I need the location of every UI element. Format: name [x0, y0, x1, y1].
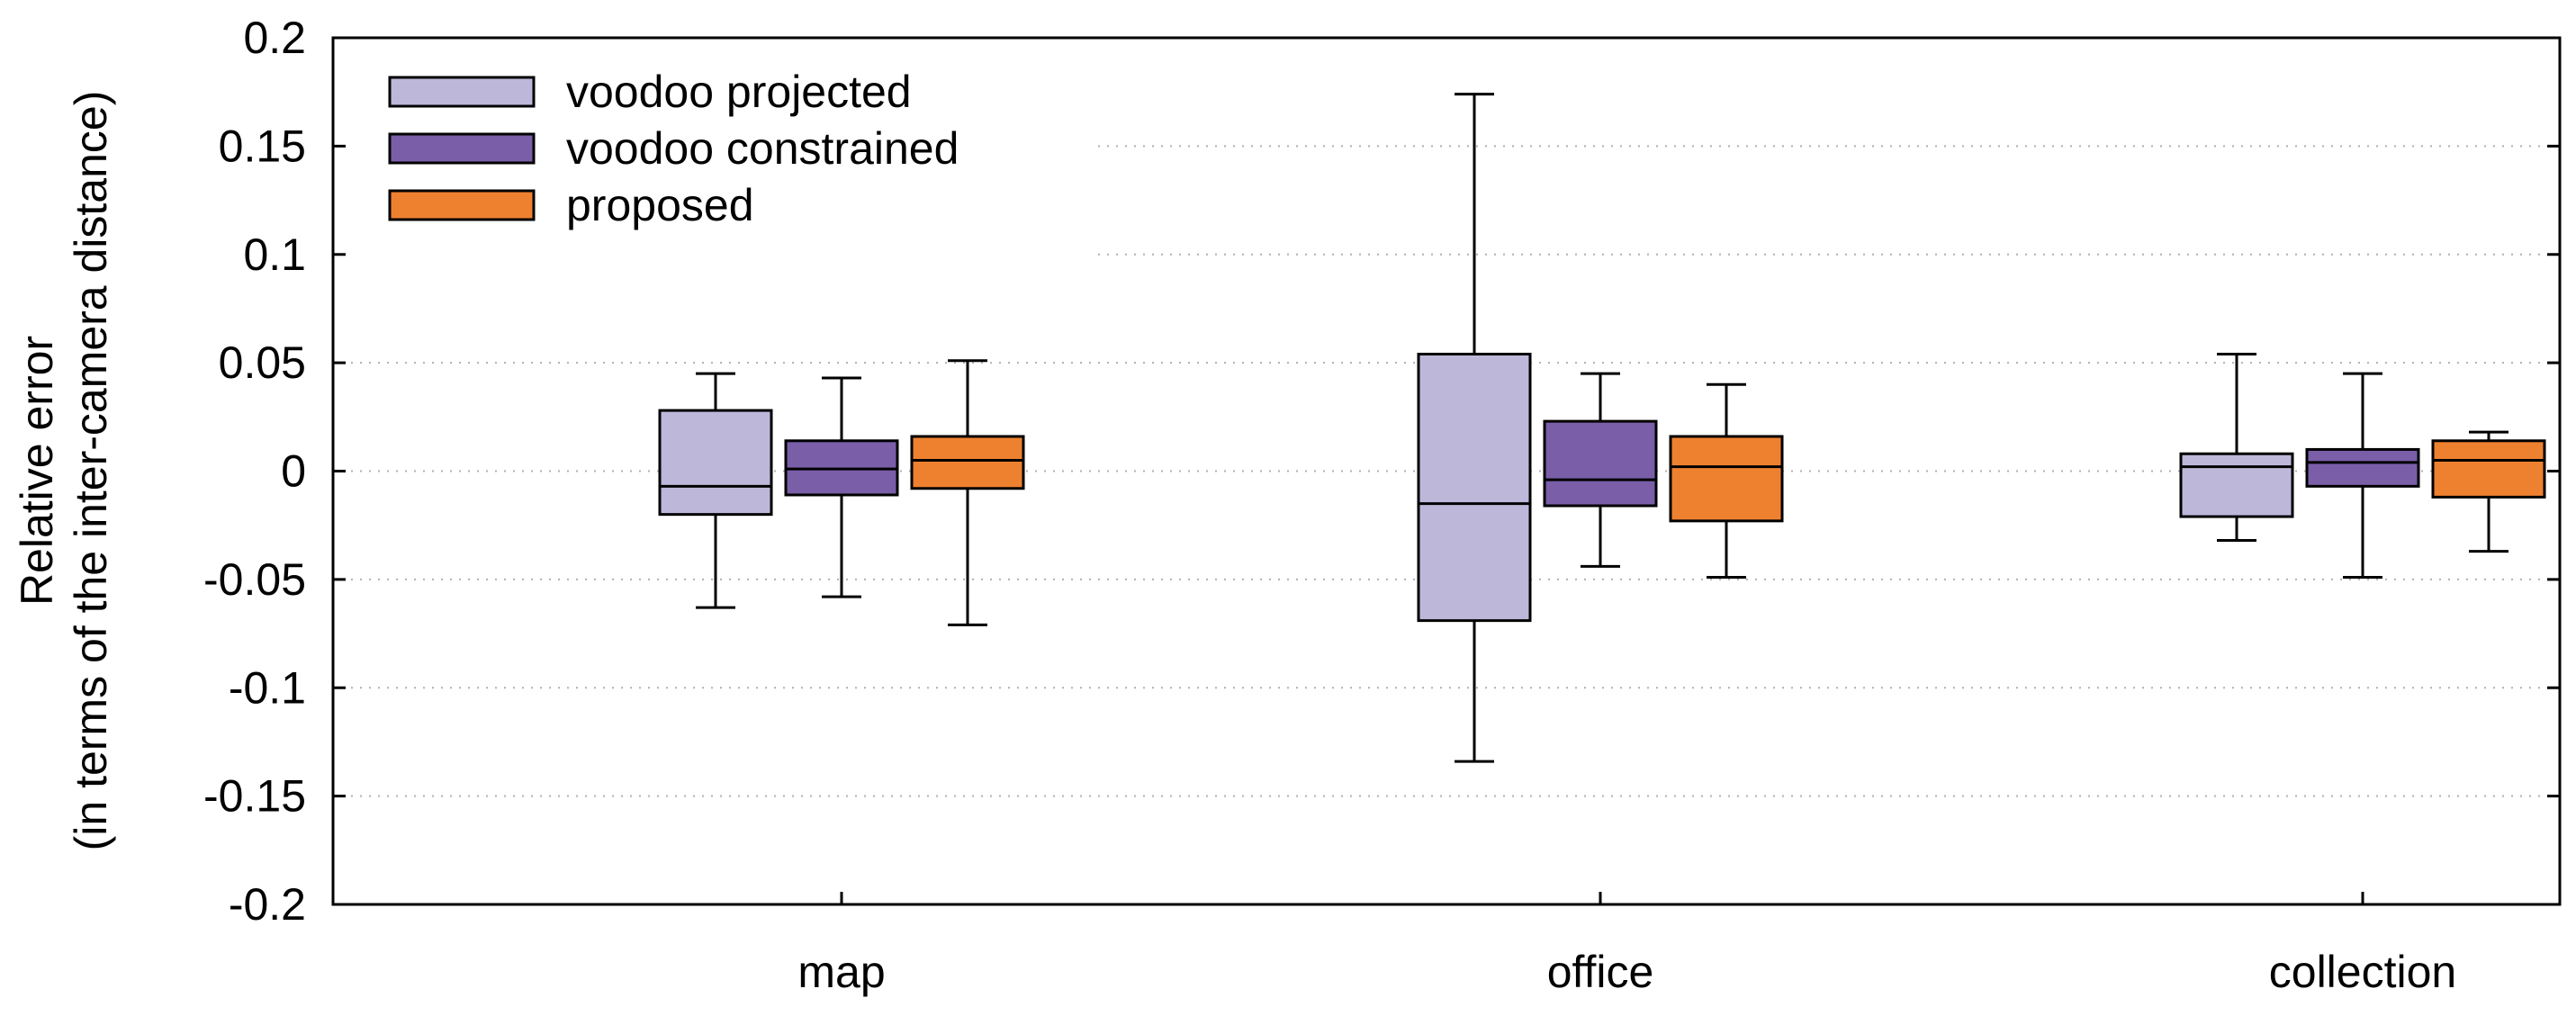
legend-item: voodoo constrained	[388, 123, 959, 174]
legend-swatch	[388, 189, 536, 221]
legend: voodoo projected voodoo constrained propos…	[388, 67, 959, 230]
legend-swatch	[388, 132, 536, 165]
x-axis-ticks: map office collection	[797, 892, 2456, 997]
y-tick-label: -0.15	[203, 771, 306, 822]
legend-label: proposed	[566, 180, 754, 230]
legend-swatch	[388, 76, 536, 108]
box-plot-series	[658, 93, 2546, 763]
box-body	[1669, 435, 1784, 523]
legend-label: voodoo constrained	[566, 123, 959, 174]
box-body	[2179, 452, 2294, 518]
box-collection-2	[2431, 430, 2546, 553]
box-body	[1543, 419, 1658, 508]
box-body	[1417, 352, 1532, 623]
legend-item: voodoo projected	[388, 67, 912, 117]
y-axis-title-line1: Relative error	[12, 336, 62, 606]
y-tick-label: 0	[281, 446, 306, 497]
box-body	[910, 435, 1025, 490]
x-tick-label: collection	[2269, 947, 2456, 997]
y-tick-label: 0.2	[243, 13, 306, 63]
legend-label: voodoo projected	[566, 67, 912, 117]
box-map-2	[910, 359, 1025, 626]
box-body	[2305, 447, 2420, 488]
x-tick-label: map	[797, 947, 885, 997]
box-map-1	[784, 376, 899, 598]
y-tick-label: 0.15	[219, 121, 306, 171]
box-office-0	[1417, 93, 1532, 763]
box-body	[658, 409, 773, 517]
y-tick-label: -0.05	[203, 554, 306, 605]
box-office-2	[1669, 382, 1784, 579]
box-body	[2431, 439, 2546, 499]
y-tick-label: -0.1	[229, 662, 306, 713]
box-collection-1	[2305, 372, 2420, 579]
y-axis-title: Relative error (in terms of the inter-ca…	[12, 91, 116, 851]
y-axis-ticks: -0.2 -0.15 -0.1 -0.05 0 0.05 0.1 0.15 0.2	[203, 13, 2560, 930]
y-tick-label: 0.05	[219, 337, 306, 388]
legend-item: proposed	[388, 180, 754, 230]
y-axis-title-line2: (in terms of the inter-camera distance)	[66, 91, 116, 851]
box-map-0	[658, 372, 773, 609]
box-office-1	[1543, 372, 1658, 568]
x-tick-label: office	[1547, 947, 1654, 997]
y-tick-label: 0.1	[243, 229, 306, 280]
y-tick-label: -0.2	[229, 879, 306, 930]
box-collection-0	[2179, 352, 2294, 543]
